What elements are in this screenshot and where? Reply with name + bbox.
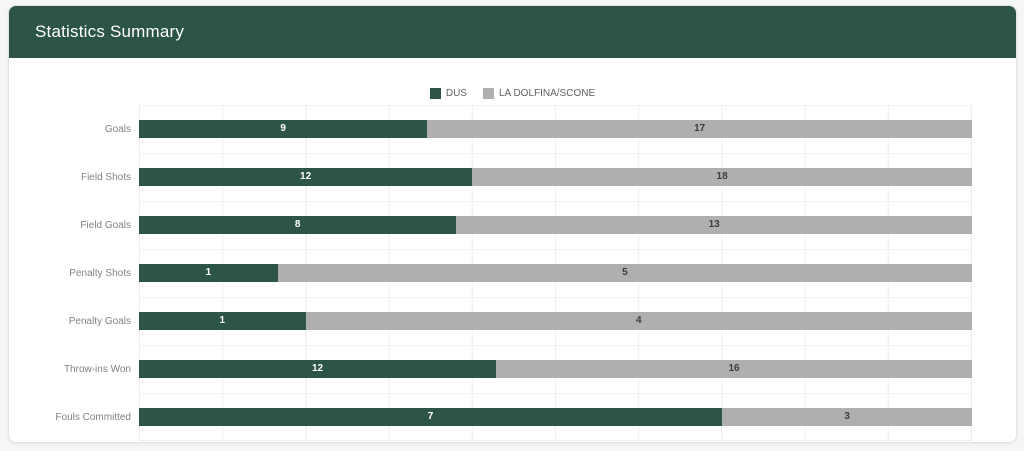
page-title: Statistics Summary [35,22,185,41]
row-label: Field Shots [80,171,131,183]
bar-segment-ladolfina: 17 [427,120,972,138]
legend-item-ladolfina[interactable]: LA DOLFINA/SCONE [482,87,596,99]
chart-row: Fouls Committed 7 3 [9,393,1016,441]
bar-value-ladolfina: 3 [844,411,850,422]
bar-segment-dus: 12 [139,360,496,378]
ladolfina-series-swatch-icon [482,87,494,99]
bar-value-ladolfina: 5 [622,267,628,278]
bar-segment-dus: 1 [139,312,306,330]
bar-track: 9 17 [139,120,972,138]
chart-row: Penalty Goals 1 4 [9,297,1016,345]
bar-segment-ladolfina: 13 [456,216,972,234]
bar-segment-ladolfina: 4 [305,312,972,330]
bar-segment-ladolfina: 18 [472,168,972,186]
chart-plot-area: Goals 9 17 Field Shots 12 18 Field Goals… [9,105,1016,441]
bar-value-dus: 1 [205,267,212,278]
statistics-card: Statistics Summary DUS LA DOLFINA/SCONE … [8,5,1017,443]
bar-value-dus: 12 [311,363,324,374]
bar-track: 7 3 [139,408,972,426]
legend-item-dus[interactable]: DUS [429,87,467,99]
chart-row: Field Shots 12 18 [9,153,1016,201]
bar-value-ladolfina: 13 [708,219,720,230]
bar-value-dus: 7 [427,411,434,422]
bar-track: 8 13 [139,216,972,234]
bar-segment-dus: 9 [139,120,428,138]
row-label: Penalty Goals [68,315,131,327]
bar-segment-ladolfina: 16 [496,360,972,378]
bar-segment-dus: 12 [139,168,473,186]
bar-value-dus: 9 [280,123,286,134]
row-label: Penalty Shots [69,267,131,279]
card-header: Statistics Summary [9,6,1016,58]
bar-segment-ladolfina: 5 [277,264,972,282]
chart-row: Goals 9 17 [9,105,1016,153]
bar-value-dus: 8 [294,219,301,230]
row-label: Throw-ins Won [63,363,131,375]
legend-label-ladolfina: LA DOLFINA/SCONE [498,87,596,99]
legend-label-dus: DUS [445,87,467,99]
row-label: Field Goals [80,219,131,231]
bar-value-dus: 12 [300,171,312,182]
bar-value-ladolfina: 16 [728,363,740,374]
bar-track: 1 5 [139,264,972,282]
row-label: Fouls Committed [55,411,131,423]
bar-track: 12 18 [139,168,972,186]
chart-row: Penalty Shots 1 5 [9,249,1016,297]
bar-value-dus: 1 [219,315,226,326]
bar-segment-dus: 7 [139,408,723,426]
chart-legend: DUS LA DOLFINA/SCONE [9,86,1016,100]
bar-segment-dus: 1 [139,264,278,282]
bar-segment-ladolfina: 3 [722,408,972,426]
bar-value-ladolfina: 18 [716,171,728,182]
chart-row: Throw-ins Won 12 16 [9,345,1016,393]
bar-track: 12 16 [139,360,972,378]
dus-series-swatch-icon [429,87,441,99]
bar-track: 1 4 [139,312,972,330]
chart-row: Field Goals 8 13 [9,201,1016,249]
row-label: Goals [104,123,131,135]
bar-value-ladolfina: 17 [694,123,706,134]
bar-segment-dus: 8 [139,216,457,234]
bar-value-ladolfina: 4 [636,315,642,326]
